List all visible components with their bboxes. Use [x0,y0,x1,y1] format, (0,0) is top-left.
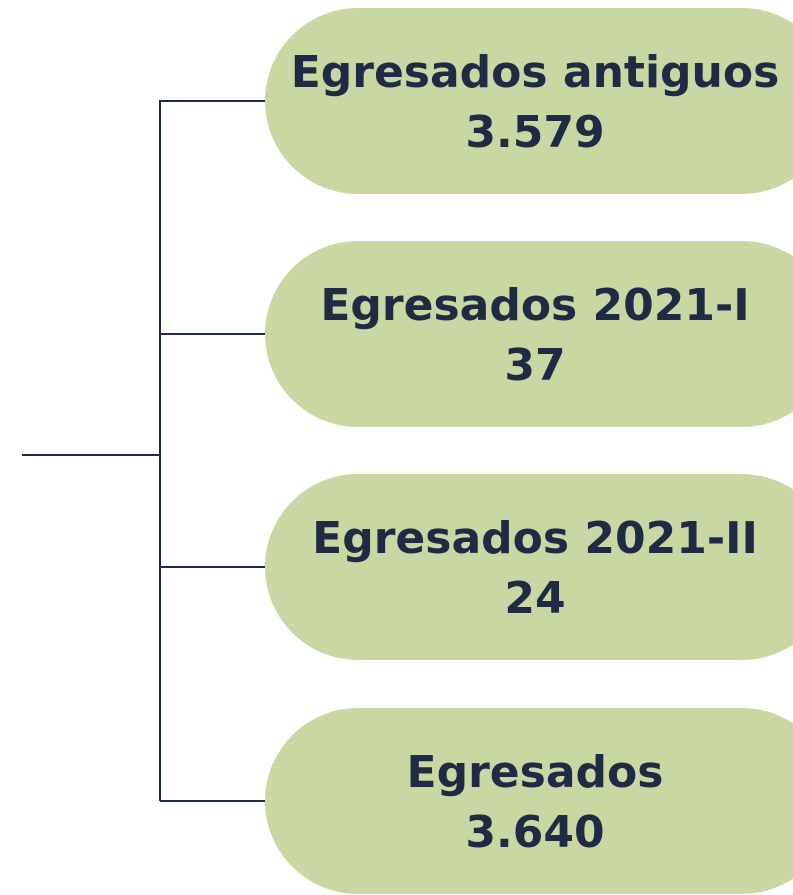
node-label: Egresados 2021-II [312,513,758,564]
node-value: 3.640 [465,807,604,858]
node-label: Egresados [407,747,664,798]
node-label: Egresados antiguos [291,47,780,98]
node-pill [265,8,793,194]
node-pill [265,474,793,660]
node-label: Egresados 2021-I [320,280,749,331]
node-value: 24 [504,573,565,624]
node-value: 37 [504,340,565,391]
node-pill [265,241,793,427]
node-value: 3.579 [465,107,604,158]
node-pill [265,708,793,894]
nodes: Egresados antiguos 3.579 Egresados 2021-I 3… [160,8,793,894]
